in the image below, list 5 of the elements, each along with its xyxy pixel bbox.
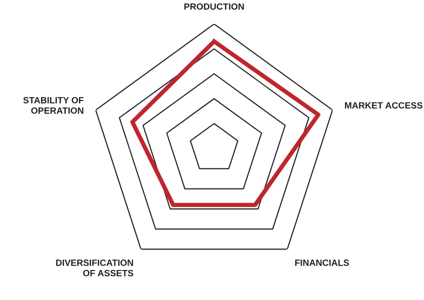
spoke-label: PRODUCTION <box>184 3 244 10</box>
spoke-label: FINANCIALS <box>295 260 349 266</box>
spoke-label: STABILITY OF OPERATION <box>23 97 84 114</box>
spoke-label: DIVERSIFICATION OF ASSETS <box>56 260 134 276</box>
spoke-label: MARKET ACCESS <box>344 102 422 109</box>
